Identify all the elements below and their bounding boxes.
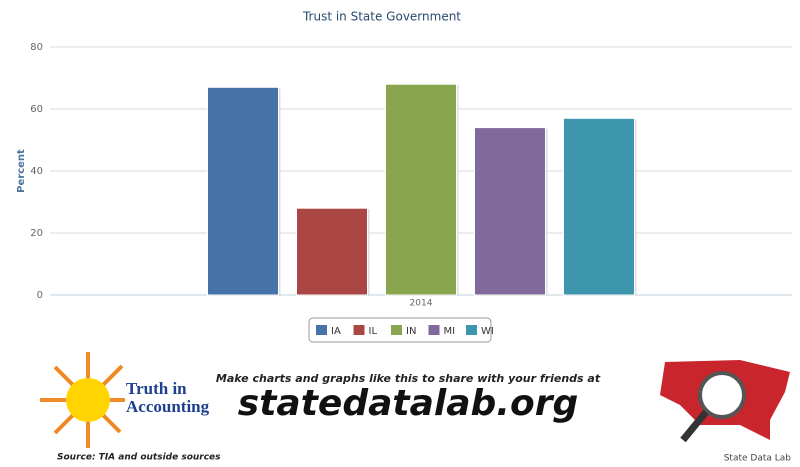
- legend-swatch: [316, 325, 327, 335]
- bar: [385, 83, 457, 296]
- y-tick-label: 80: [30, 42, 43, 53]
- magnifier-handle: [680, 409, 709, 443]
- y-tick-label: 20: [30, 228, 43, 239]
- y-tick-label: 40: [30, 166, 43, 177]
- source-text: Source: TIA and outside sources: [57, 453, 221, 463]
- y-axis-label: Percent: [16, 149, 27, 193]
- legend-label: IA: [331, 326, 341, 337]
- legend-label: WI: [481, 326, 494, 337]
- legend-swatch: [391, 325, 402, 335]
- y-tick-label: 0: [37, 290, 43, 301]
- logo-text: Truth in: [126, 379, 187, 398]
- legend-label: MI: [444, 326, 456, 337]
- magnifier: [698, 371, 746, 419]
- x-tick-label: 2014: [410, 299, 433, 309]
- bar: [296, 207, 368, 296]
- map-logo: State Data Lab: [660, 360, 791, 464]
- tia-logo: Truth in Accounting Source: TIA and outs…: [10, 348, 230, 465]
- legend-swatch: [428, 325, 440, 335]
- chart-title: Trust in State Government: [302, 10, 461, 24]
- legend-swatch: [466, 325, 477, 335]
- bar: [474, 127, 546, 296]
- legend-swatch: [353, 325, 365, 335]
- plot-area: 0 20 40 60 80 2014: [30, 42, 792, 309]
- bar: [207, 86, 279, 296]
- logo-text: Accounting: [126, 397, 210, 416]
- legend-label: IL: [369, 326, 378, 337]
- credit-text: State Data Lab: [724, 454, 792, 464]
- legend-label: IN: [406, 326, 416, 337]
- site-text: statedatalab.org: [238, 383, 578, 424]
- legend: IA IL IN MI WI: [316, 325, 494, 337]
- y-tick-label: 60: [30, 104, 43, 115]
- bar: [563, 117, 635, 296]
- sun: [66, 378, 110, 422]
- promo-text: Make charts and graphs like this to shar…: [216, 372, 601, 385]
